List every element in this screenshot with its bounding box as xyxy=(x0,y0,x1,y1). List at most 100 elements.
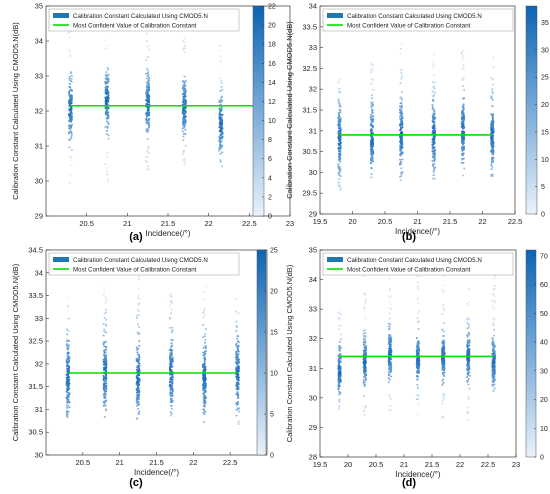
data-point xyxy=(219,125,222,128)
data-point xyxy=(492,151,495,154)
data-point xyxy=(433,157,436,160)
data-point xyxy=(390,375,393,378)
data-point xyxy=(462,120,465,123)
data-point xyxy=(146,77,148,80)
data-point xyxy=(148,127,150,129)
data-point xyxy=(432,98,435,101)
data-point xyxy=(389,366,392,369)
data-point xyxy=(107,179,109,181)
data-point xyxy=(203,393,206,396)
data-point xyxy=(389,358,392,360)
data-point xyxy=(493,368,496,371)
data-point xyxy=(363,341,366,343)
data-point xyxy=(364,356,366,359)
data-point xyxy=(338,374,341,377)
data-point xyxy=(442,358,445,361)
colorbar-tick-label: 0 xyxy=(270,453,274,460)
data-point xyxy=(466,412,469,415)
data-point xyxy=(390,350,393,353)
data-point xyxy=(433,114,435,116)
data-point xyxy=(462,143,464,145)
data-point xyxy=(204,347,207,349)
data-point xyxy=(433,167,435,169)
y-tick-label: 33.5 xyxy=(302,22,317,31)
data-point xyxy=(468,375,471,377)
data-point xyxy=(338,393,341,396)
data-point xyxy=(219,143,222,145)
data-point xyxy=(236,383,238,385)
colorbar-tick-label: 18 xyxy=(268,42,276,49)
data-point xyxy=(337,312,340,314)
data-point xyxy=(338,390,340,393)
data-point xyxy=(148,95,151,98)
data-point xyxy=(461,118,463,121)
data-point xyxy=(136,317,138,319)
data-point xyxy=(203,384,205,387)
data-point xyxy=(65,340,68,342)
data-point xyxy=(170,312,172,315)
data-point xyxy=(70,108,73,111)
data-point xyxy=(401,112,404,115)
data-point xyxy=(461,106,464,108)
data-point xyxy=(401,126,404,129)
data-point xyxy=(417,340,420,343)
data-point xyxy=(370,122,373,124)
data-point xyxy=(462,152,465,155)
y-tick-label: 33 xyxy=(35,314,43,323)
data-point xyxy=(218,107,221,110)
data-point xyxy=(388,325,390,328)
data-point xyxy=(170,395,172,398)
data-point xyxy=(462,49,465,52)
data-point xyxy=(170,342,173,345)
data-point xyxy=(219,129,222,132)
data-point xyxy=(184,110,187,112)
data-point xyxy=(338,380,341,383)
data-point xyxy=(220,110,223,112)
data-point xyxy=(66,367,69,370)
data-point xyxy=(145,119,148,121)
data-point xyxy=(493,375,496,378)
data-point xyxy=(338,400,341,403)
data-point xyxy=(365,374,367,376)
data-point xyxy=(146,56,149,59)
data-point xyxy=(389,338,392,340)
data-point xyxy=(363,353,365,356)
data-point xyxy=(68,387,71,390)
data-point xyxy=(337,181,340,184)
data-point xyxy=(466,353,468,356)
data-point xyxy=(492,371,494,373)
data-point xyxy=(433,125,436,128)
data-point xyxy=(466,359,469,361)
data-point xyxy=(220,120,222,123)
y-tick-label: 30 xyxy=(309,168,317,177)
data-point xyxy=(462,117,465,119)
data-point xyxy=(338,364,340,366)
data-point xyxy=(145,91,148,94)
data-point xyxy=(183,113,186,116)
data-point xyxy=(418,356,420,359)
data-point xyxy=(363,384,366,386)
data-point xyxy=(171,395,174,397)
data-point xyxy=(237,420,240,423)
data-point xyxy=(105,88,107,90)
data-point xyxy=(103,405,105,407)
data-point xyxy=(467,411,469,414)
data-point xyxy=(171,375,174,378)
data-point xyxy=(399,122,402,125)
data-point xyxy=(169,373,171,376)
data-point xyxy=(389,335,392,338)
data-point xyxy=(493,354,496,356)
data-point xyxy=(371,139,374,141)
y-tick-label: 34 xyxy=(309,275,317,284)
data-point xyxy=(170,300,172,302)
data-point xyxy=(432,130,434,133)
data-point xyxy=(147,165,149,168)
data-point xyxy=(493,377,495,380)
data-point xyxy=(490,139,493,142)
data-point xyxy=(137,388,140,390)
data-point xyxy=(106,109,108,111)
data-point xyxy=(433,156,436,159)
data-point xyxy=(170,373,173,376)
data-point xyxy=(70,126,73,129)
data-point xyxy=(204,328,207,330)
